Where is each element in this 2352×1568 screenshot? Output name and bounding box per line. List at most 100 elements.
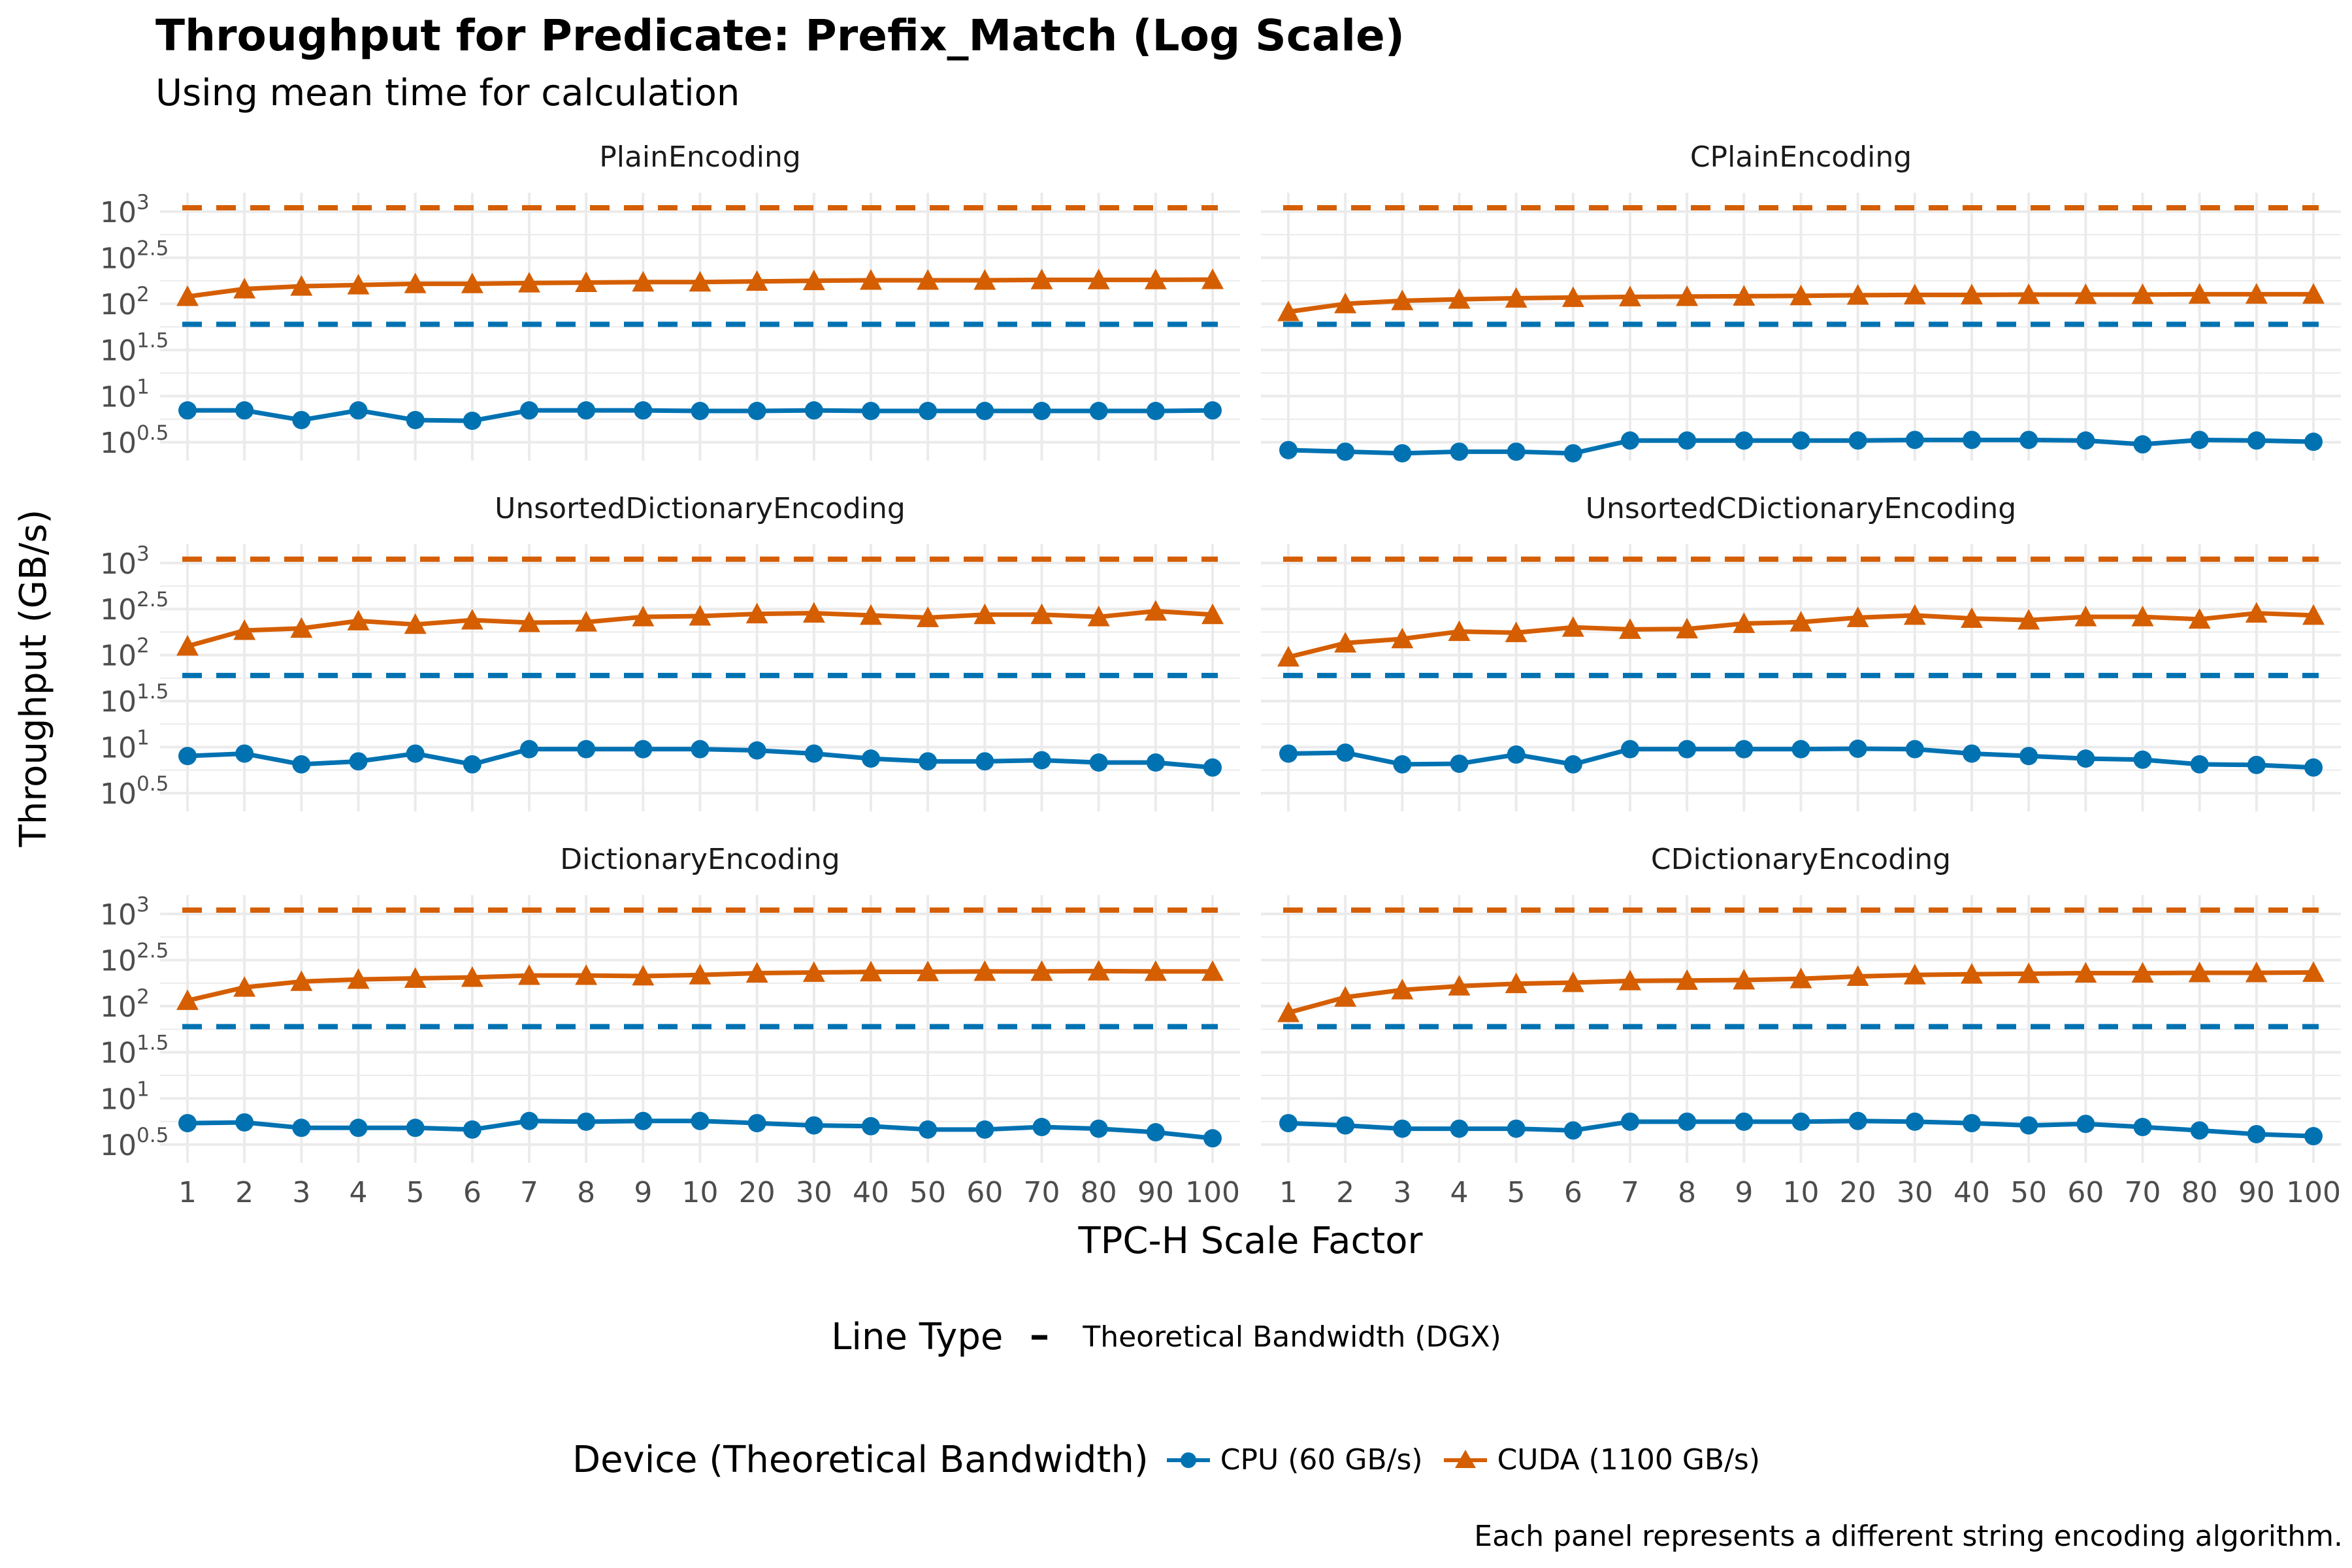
cuda-data-point	[689, 964, 711, 985]
cpu-data-point	[1089, 402, 1108, 421]
cpu-data-point	[178, 401, 197, 420]
cuda-data-point	[2074, 962, 2097, 983]
cuda-data-point	[1846, 606, 1869, 627]
cuda-data-point	[1144, 600, 1167, 621]
cpu-data-point	[1089, 753, 1108, 772]
cuda-data-point	[1676, 285, 1699, 306]
cuda-data-point	[575, 611, 598, 632]
cuda-data-point	[1144, 269, 1167, 289]
x-tick-label: 7	[520, 1176, 538, 1209]
cuda-data-point	[347, 610, 370, 630]
cuda-data-point	[1391, 979, 1414, 1000]
cpu-data-point	[1963, 744, 1981, 763]
cuda-data-point	[176, 634, 199, 656]
y-tick-label: 101.5	[100, 329, 169, 368]
x-tick-label: 1	[178, 1176, 197, 1209]
cuda-data-point	[1391, 289, 1414, 310]
cuda-data-point	[290, 617, 313, 638]
cpu-data-point	[1621, 1112, 1639, 1131]
cuda-data-point	[1448, 975, 1471, 996]
cuda-data-point	[1903, 964, 1926, 985]
cpu-data-point	[1507, 442, 1526, 461]
cpu-data-point	[520, 1111, 538, 1130]
panel-strip-label: DictionaryEncoding	[560, 843, 840, 876]
x-tick-label: 20	[1840, 1176, 1876, 1209]
cpu-data-point	[1678, 431, 1697, 450]
cpu-data-point	[349, 401, 368, 420]
cuda-data-point	[518, 612, 540, 632]
cpu-data-point	[1678, 740, 1697, 759]
linetype-legend: Line Type Theoretical Bandwidth (DGX)	[0, 1316, 2352, 1358]
cpu-data-point	[1336, 743, 1355, 762]
cpu-data-point	[862, 749, 880, 768]
x-tick-label: 90	[2238, 1176, 2275, 1209]
cpu-data-point	[349, 1119, 368, 1137]
cpu-data-point	[463, 412, 482, 431]
cuda-data-point	[404, 272, 427, 293]
cuda-data-point	[233, 976, 256, 997]
panel-strip-label: UnsortedCDictionaryEncoding	[1586, 492, 2016, 525]
x-tick-label: 80	[1081, 1176, 1117, 1209]
cpu-data-point	[2190, 1121, 2209, 1140]
cuda-data-point	[1334, 986, 1357, 1007]
cpu-data-point	[463, 755, 482, 774]
cuda-data-point	[1201, 603, 1224, 625]
cuda-data-point	[2302, 283, 2325, 304]
cpu-data-point	[1963, 431, 1981, 449]
cuda-data-point	[1144, 960, 1167, 981]
cuda-data-point	[2245, 602, 2268, 623]
cpu-data-point	[463, 1120, 482, 1139]
cuda-data-point	[2302, 604, 2325, 625]
cuda-data-point	[461, 609, 483, 630]
cuda-data-point	[1277, 645, 1299, 667]
cuda-data-point	[2017, 609, 2040, 630]
cuda-data-point	[860, 269, 882, 290]
cuda-data-point	[1448, 288, 1471, 309]
y-tick-label: 101.5	[100, 1032, 169, 1070]
cpu-data-point	[2019, 1116, 2038, 1135]
x-tick-label: 30	[796, 1176, 832, 1209]
cuda-data-point	[575, 964, 598, 985]
facet-panel-CDictionaryEncoding: CDictionaryEncoding 1 2 3 4 5 6 7 8 9 10 20 30 40 50 60…	[1261, 843, 2341, 1209]
x-tick-label: 10	[1783, 1176, 1820, 1209]
x-tick-label: 70	[1024, 1176, 1060, 1209]
cuda-data-point	[1505, 621, 1527, 642]
cuda-data-point	[1030, 603, 1053, 625]
cpu-data-point	[1621, 740, 1639, 759]
cpu-data-point	[2133, 750, 2152, 769]
cpu-data-point	[1507, 745, 1526, 764]
cpu-legend-label: CPU (60 GB/s)	[1220, 1443, 1423, 1477]
cpu-data-point	[1563, 755, 1582, 774]
cuda-data-point	[518, 272, 540, 293]
y-tick-label: 103	[100, 893, 150, 932]
cuda-data-point	[1846, 965, 1869, 986]
facet-panel-CPlainEncoding: CPlainEncoding	[1261, 140, 2341, 463]
cpu-data-point	[804, 401, 823, 420]
cpu-data-point	[292, 755, 311, 774]
cuda-data-point	[1733, 969, 1756, 990]
cuda-data-point	[1676, 617, 1699, 639]
x-tick-label: 3	[1393, 1176, 1411, 1209]
cuda-data-point	[1733, 285, 1756, 306]
cuda-data-point	[632, 606, 655, 627]
cuda-data-point	[1087, 960, 1110, 981]
x-tick-label: 9	[634, 1176, 652, 1209]
cuda-data-point	[2131, 606, 2154, 627]
cuda-data-point	[2245, 283, 2268, 304]
cuda-data-point	[461, 272, 483, 293]
panel-strip-label: PlainEncoding	[599, 140, 801, 174]
cuda-data-point	[290, 275, 313, 296]
x-tick-label: 1	[1279, 1176, 1298, 1209]
cpu-data-point	[1089, 1119, 1108, 1138]
cpu-data-point	[2247, 1124, 2266, 1143]
cuda-data-point	[2188, 608, 2211, 629]
device-legend-title: Device (Theoretical Bandwidth)	[572, 1439, 1149, 1481]
cuda-data-point	[2302, 961, 2325, 982]
cuda-data-point	[860, 604, 882, 625]
cuda-data-point	[1619, 618, 1641, 639]
chart-subtitle: Using mean time for calculation	[155, 72, 740, 114]
cuda-data-point	[689, 605, 711, 626]
cpu-data-point	[1848, 431, 1867, 450]
chart-title: Throughput for Predicate: Prefix_Match (…	[155, 10, 1405, 61]
cuda-data-point	[1789, 611, 1812, 632]
